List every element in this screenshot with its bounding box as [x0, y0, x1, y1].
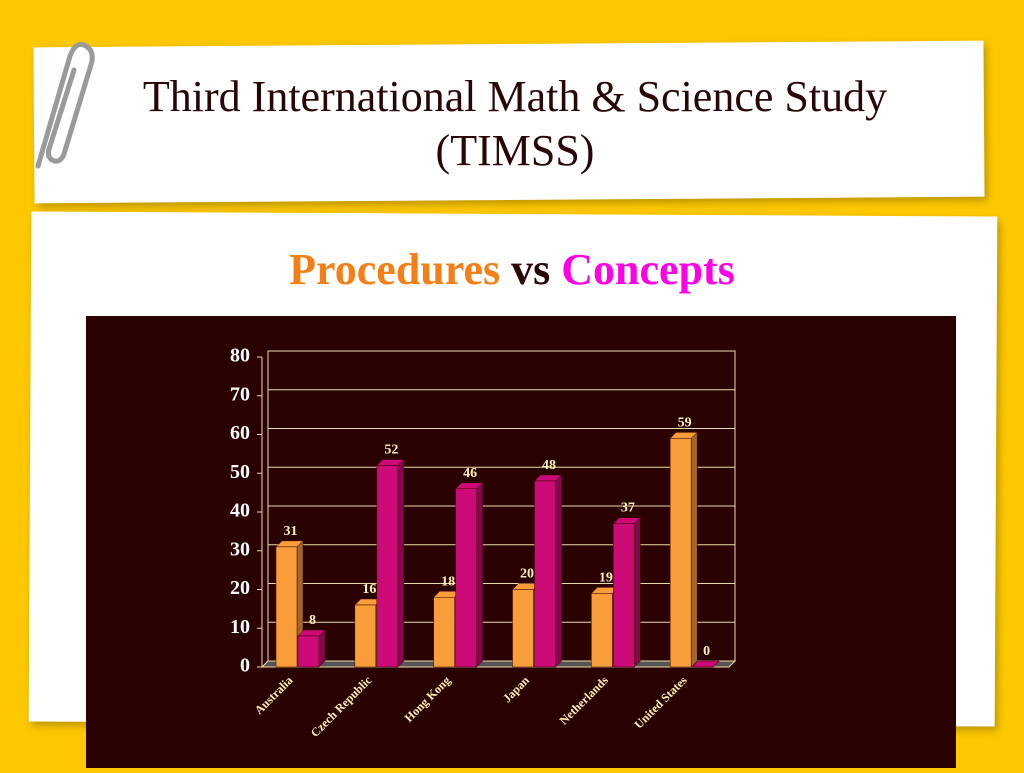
y-tick-label: 80 [230, 345, 250, 367]
value-label: 18 [441, 574, 455, 589]
y-tick-label: 30 [230, 538, 250, 560]
floor [260, 660, 737, 668]
bar-side [634, 517, 641, 668]
bar [297, 629, 326, 668]
y-tick-label: 0 [240, 655, 250, 677]
value-label: 48 [542, 458, 556, 473]
y-tick-label: 40 [230, 500, 250, 522]
value-label: 31 [284, 524, 298, 539]
bar-front [433, 597, 455, 668]
x-tick-label: United States [631, 673, 689, 731]
bar-side [318, 629, 326, 668]
bar-side [690, 431, 698, 668]
bar [669, 431, 698, 668]
value-label: 20 [520, 567, 534, 582]
bar [612, 517, 641, 668]
bar-front [534, 480, 556, 668]
x-tick-label: Japan [500, 673, 532, 705]
bar-front [376, 465, 399, 668]
bar-front [297, 635, 320, 668]
value-label: 37 [621, 501, 635, 516]
value-label: 8 [309, 613, 316, 628]
legend-entry: Procedures [289, 245, 501, 294]
bar-front [455, 488, 477, 668]
bar [533, 474, 563, 668]
x-tick-label: Czech Republic [308, 673, 375, 740]
bar [376, 458, 405, 668]
bar-front [354, 604, 377, 668]
bar-side [555, 474, 562, 668]
value-label: 59 [678, 415, 692, 430]
y-tick-label: 70 [230, 383, 250, 405]
bar [691, 660, 720, 668]
bar-front [591, 593, 613, 668]
bar-front [669, 438, 692, 668]
bar-side [476, 482, 483, 668]
bar [455, 482, 484, 668]
value-label: 16 [362, 582, 376, 597]
x-tick-label: Hong Kong [402, 673, 454, 725]
bar-front [275, 546, 298, 668]
legend: Procedures vs Concepts [0, 244, 1024, 295]
paperclip [35, 41, 95, 169]
chart-panel: 0 10 20 30 40 50 60 70 80 31 8 Australia 16 52 Czech R… [86, 316, 956, 768]
x-tick-label: Netherlands [557, 673, 611, 727]
bar-front [613, 523, 635, 668]
bar-side [397, 458, 405, 668]
bar-top [691, 660, 720, 668]
value-label: 46 [463, 466, 477, 481]
value-label: 52 [384, 443, 398, 458]
legend-entry: Concepts [561, 245, 735, 294]
chart: 0 10 20 30 40 50 60 70 80 31 8 Australia 16 52 Czech R… [230, 345, 737, 740]
y-tick-label: 20 [230, 577, 250, 599]
y-tick-label: 60 [230, 422, 250, 444]
value-label: 19 [599, 570, 613, 585]
legend-separator: vs [511, 245, 551, 294]
x-tick-label: Australia [252, 673, 296, 717]
y-tick-label: 10 [230, 616, 250, 638]
value-label: 0 [703, 644, 710, 659]
y-tick-label: 50 [230, 461, 250, 483]
bar-front [512, 589, 534, 668]
slide-title: Third International Math & Science Study… [142, 72, 888, 175]
